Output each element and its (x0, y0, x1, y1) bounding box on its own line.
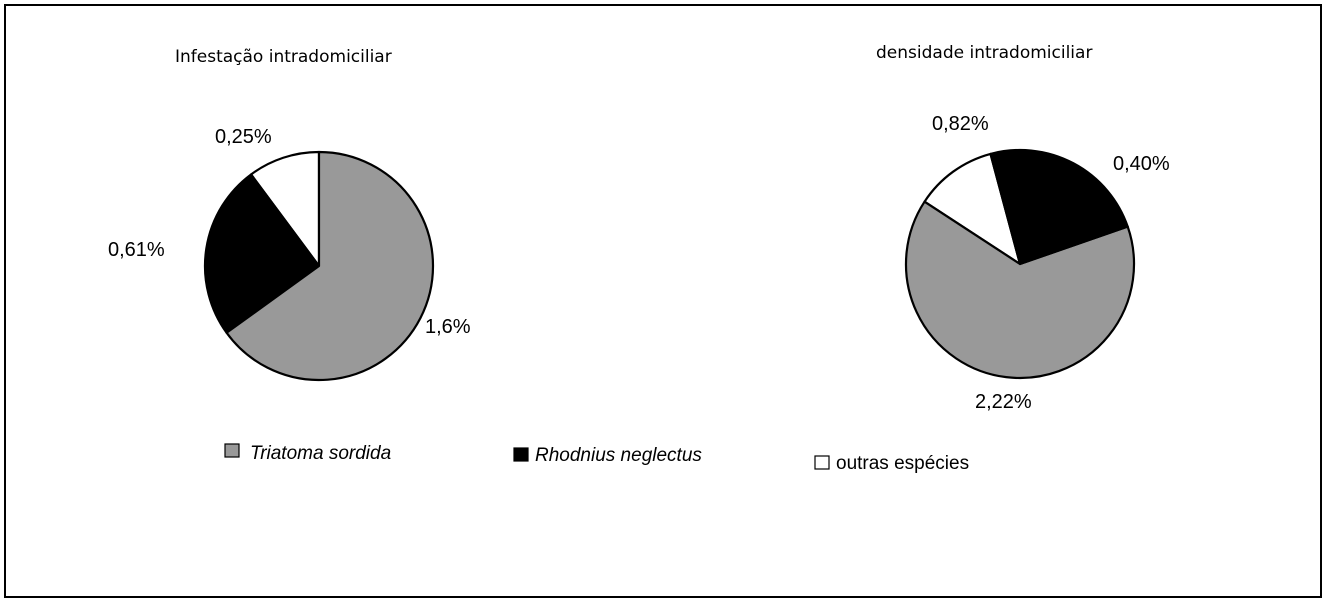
legend-item-triatoma: Triatoma sordida (224, 443, 391, 464)
legend-label-rhodnius: Rhodnius neglectus (535, 445, 702, 466)
pie-slice-infestacao-outras (249, 150, 321, 268)
data-label-densidade-triatoma: 2,22% (975, 391, 1032, 413)
chart-title-infestacao: Infestação intradomiciliar (175, 47, 392, 67)
legend-label-outras: outras espécies (836, 453, 969, 474)
legend: Triatoma sordida Rhodnius neglectus outr… (224, 443, 969, 474)
pie-chart-infestacao: Infestação intradomiciliar 1,6% 0,61% 0,… (108, 47, 471, 382)
data-label-infestacao-rhodnius: 0,61% (108, 239, 165, 261)
legend-swatch-outras (814, 455, 830, 470)
data-label-infestacao-outras: 0,25% (215, 126, 272, 148)
legend-label-triatoma: Triatoma sordida (250, 443, 391, 464)
legend-item-outras: outras espécies (814, 453, 969, 474)
data-label-densidade-rhodnius: 0,82% (932, 113, 989, 135)
legend-swatch-rhodnius (513, 447, 529, 462)
data-label-densidade-outras: 0,40% (1113, 153, 1170, 175)
pie-slice-densidade-outras (923, 152, 1022, 266)
pie-slice-densidade-rhodnius (989, 148, 1129, 266)
legend-item-rhodnius: Rhodnius neglectus (513, 445, 702, 466)
data-label-infestacao-triatoma: 1,6% (425, 316, 471, 338)
legend-swatch-triatoma (224, 443, 240, 458)
pie-slice-densidade-triatoma (904, 200, 1136, 380)
pie-slice-infestacao-triatoma (225, 150, 435, 382)
pie-slices-densidade (904, 148, 1136, 380)
chart-title-densidade: densidade intradomiciliar (876, 43, 1092, 63)
pie-slice-infestacao-rhodnius (203, 173, 321, 334)
pie-slices-infestacao (203, 150, 435, 382)
pie-chart-densidade: densidade intradomiciliar 2,22% 0,82% 0,… (876, 43, 1170, 413)
